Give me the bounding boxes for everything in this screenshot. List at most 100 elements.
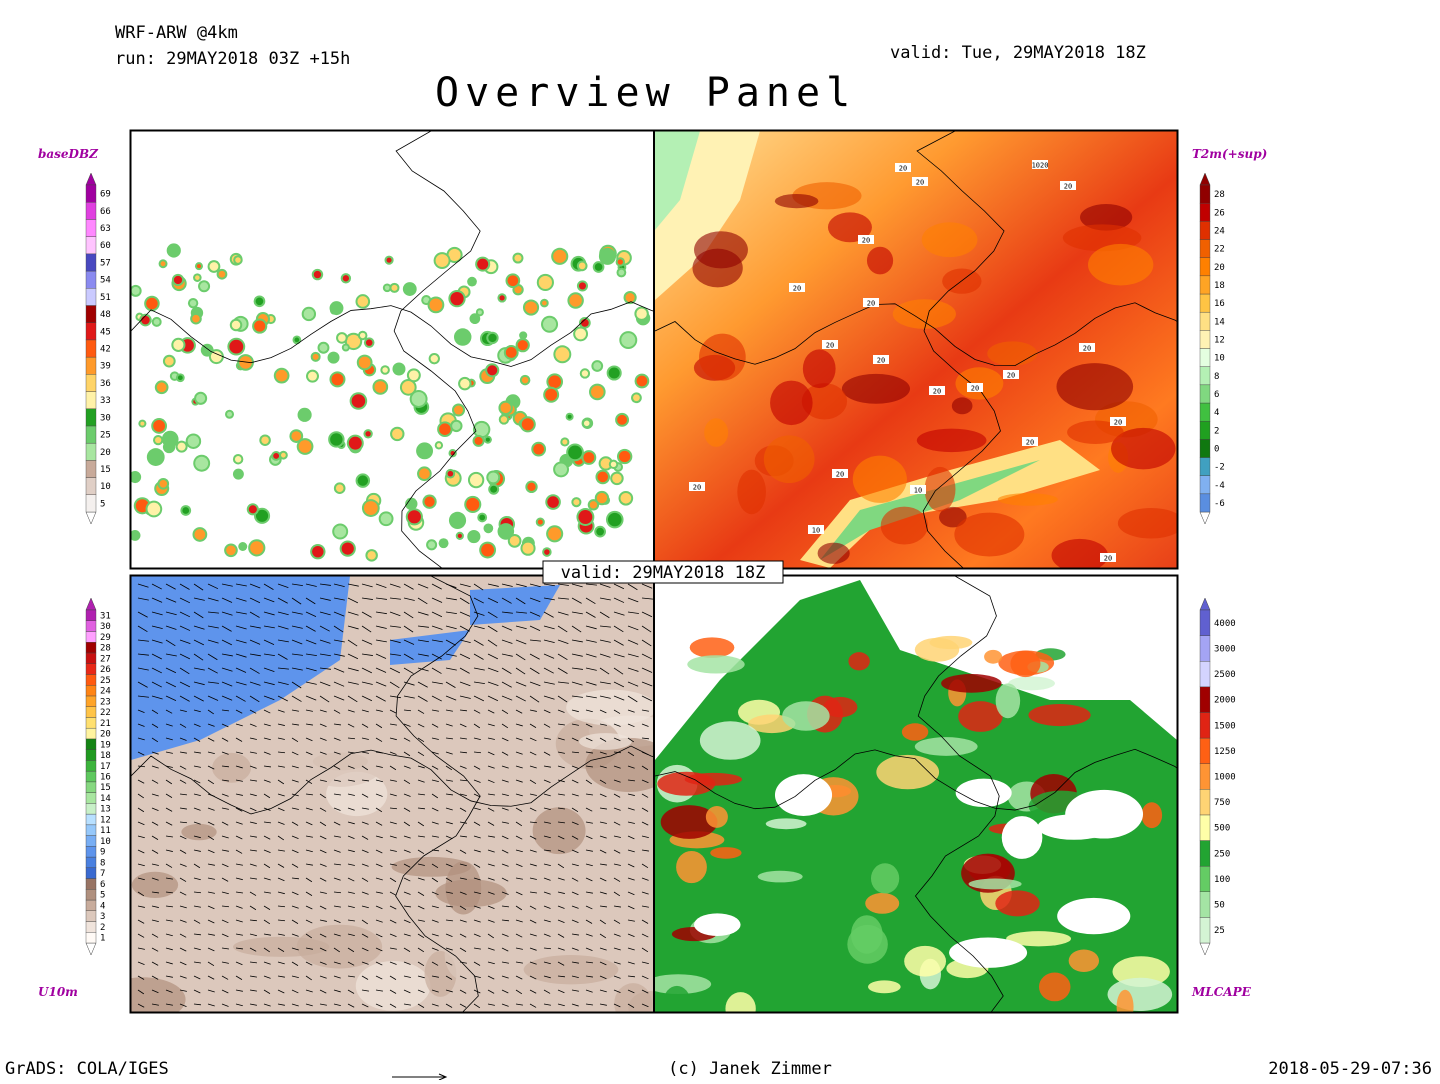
wind-arrow <box>235 863 243 866</box>
cape-patch <box>1038 972 1071 1002</box>
cape-map <box>655 576 1177 1012</box>
wind-arrow <box>165 639 176 647</box>
wind-arrow <box>417 695 428 702</box>
wind-arrow <box>403 1003 411 1006</box>
contour-label-box <box>1110 417 1126 426</box>
wind-arrow <box>389 667 401 674</box>
wind-arrow <box>249 597 261 604</box>
wind-arrow <box>557 919 565 923</box>
wind-arrow <box>333 891 342 894</box>
wind-arrow <box>599 1003 607 1006</box>
wind-arrow <box>557 625 568 633</box>
wind-arrow <box>557 779 565 783</box>
wind-arrow <box>403 597 415 601</box>
wind-arrow <box>599 821 607 824</box>
echo <box>594 263 603 271</box>
wind-arrow <box>193 1003 202 1006</box>
wind-arrow <box>571 1003 579 1007</box>
wind-arrow <box>417 975 425 979</box>
wind-arrow <box>137 947 145 950</box>
wind-arrow <box>347 863 355 866</box>
wind-arrow <box>361 709 369 713</box>
wind-arrow <box>305 611 317 618</box>
wind-arrow <box>585 597 596 605</box>
wind-arrow <box>487 751 495 756</box>
wind-arrow <box>557 891 565 894</box>
echo <box>581 370 589 377</box>
wind-arrow <box>375 625 387 629</box>
wind-arrow <box>347 975 355 978</box>
wind-arrow <box>193 933 201 936</box>
wind-arrow <box>193 835 201 839</box>
cape-patch <box>941 673 1002 693</box>
wind-arrow <box>179 989 187 992</box>
colorbar-label: 100 <box>1214 875 1230 885</box>
echo <box>341 542 354 555</box>
wind-arrow <box>333 919 341 923</box>
wind-arrow <box>151 611 163 616</box>
wind-arrow <box>165 709 173 714</box>
wind-arrow <box>431 863 439 869</box>
wind-arrow <box>361 639 373 645</box>
wind-arrow <box>403 947 411 952</box>
wind-arrow <box>235 975 243 980</box>
echo <box>567 414 572 419</box>
wind-arrow <box>137 849 145 854</box>
warm-patch <box>817 542 850 564</box>
wind-arrow <box>613 849 621 854</box>
wind-arrow <box>165 723 173 727</box>
echo <box>466 497 480 511</box>
echo <box>543 317 557 331</box>
wind-arrow <box>347 639 358 647</box>
wind-arrow <box>263 989 271 994</box>
wind-arrow <box>613 807 621 811</box>
wind-arrow <box>627 821 635 824</box>
wind-arrow <box>571 835 579 840</box>
colorbar-title: baseDBZ <box>38 147 99 161</box>
wind-arrow <box>347 933 355 937</box>
echo <box>439 423 451 435</box>
wind-arrow <box>599 975 607 980</box>
echo <box>447 470 454 477</box>
wind-arrow <box>473 639 484 646</box>
echo <box>348 436 362 450</box>
cape-patch <box>710 847 742 859</box>
wind-arrow <box>291 653 303 656</box>
wind-arrow <box>599 905 607 908</box>
colorbar-swatch <box>1199 202 1211 222</box>
echo <box>533 443 545 455</box>
colorbar-label: 3 <box>100 912 105 922</box>
wind-arrow <box>221 597 233 603</box>
wind-arrow <box>249 723 257 727</box>
wind-arrow <box>445 863 453 868</box>
wind-arrow <box>445 919 453 922</box>
colorbar-swatch <box>85 846 97 858</box>
wind-arrow <box>375 821 383 826</box>
colorbar-label: 1500 <box>1214 721 1236 731</box>
colorbar-swatch <box>1199 221 1211 240</box>
wind-arrow <box>263 723 271 727</box>
echo <box>621 333 636 348</box>
borders <box>131 576 654 1012</box>
wind-arrow <box>221 709 229 712</box>
wind-arrow <box>389 653 401 656</box>
wind-arrow <box>613 709 621 714</box>
colorbar-swatch <box>1199 737 1211 764</box>
colorbar-swatch <box>85 899 97 911</box>
colorbar-label: 750 <box>1214 798 1230 808</box>
wind-arrow <box>445 695 457 701</box>
wind-arrow <box>403 639 415 645</box>
cape-patch <box>705 806 728 828</box>
wind-arrow <box>431 975 439 978</box>
wind-arrow <box>417 793 425 796</box>
wind-arrow <box>627 765 635 769</box>
wind-arrow <box>417 639 429 643</box>
wind-arrow <box>193 989 201 994</box>
wind-arrow <box>585 1003 593 1006</box>
colorbar-end <box>85 942 97 956</box>
wind-arrow <box>235 891 243 894</box>
echo <box>131 473 140 482</box>
wind-arrow <box>361 905 369 909</box>
wind-arrow <box>333 975 341 979</box>
